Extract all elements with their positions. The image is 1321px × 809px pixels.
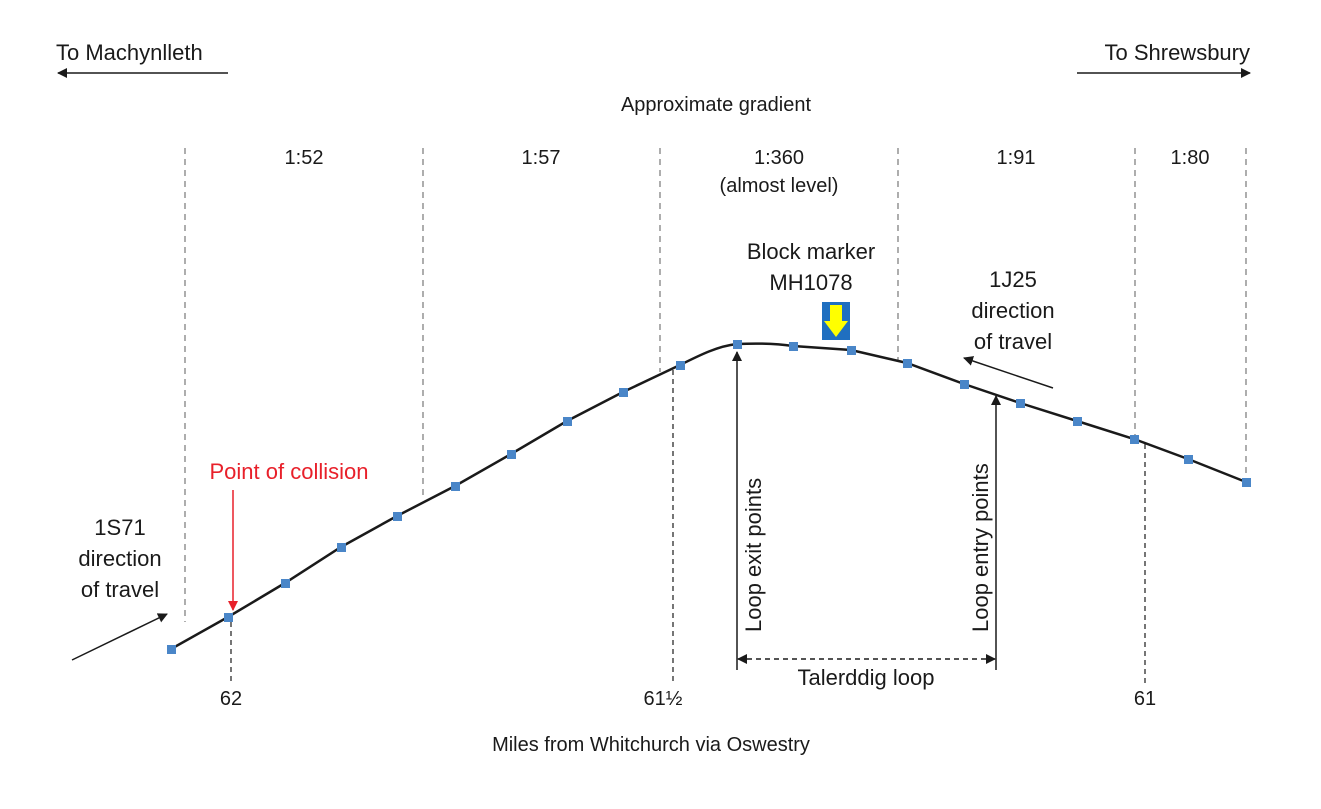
- profile-point: [676, 361, 685, 370]
- milepost-label: 61½: [644, 688, 683, 710]
- gradient-value: 1:57: [522, 147, 561, 169]
- train-1s71-label: direction: [78, 546, 161, 571]
- profile-point: [337, 543, 346, 552]
- profile-point: [789, 342, 798, 351]
- block-marker-label: Block marker: [747, 239, 875, 264]
- profile-point: [1242, 478, 1251, 487]
- loop-exit-label: Loop exit points: [741, 478, 766, 632]
- profile-point: [1130, 435, 1139, 444]
- train-1j25-arrow: [963, 356, 1054, 389]
- profile-point: [167, 645, 176, 654]
- loop-name-label: Talerddig loop: [798, 665, 935, 690]
- profile-point: [960, 380, 969, 389]
- x-axis-label: Miles from Whitchurch via Oswestry: [492, 734, 810, 756]
- train-1s71-label: of travel: [81, 577, 159, 602]
- direction-label-machynlleth: To Machynlleth: [56, 40, 203, 65]
- profile-point-markers: [167, 340, 1251, 654]
- gradient-boundaries: [184, 148, 1247, 622]
- train-1j25-label: 1J25: [989, 267, 1037, 292]
- milepost-label: 62: [220, 688, 242, 710]
- direction-label-shrewsbury: To Shrewsbury: [1104, 40, 1250, 65]
- collision-label: Point of collision: [210, 459, 369, 484]
- profile-point: [847, 346, 856, 355]
- milepost-ticks: [230, 370, 1146, 685]
- train-1s71-label: 1S71: [94, 515, 145, 540]
- profile-point: [393, 512, 402, 521]
- gradient-value: 1:91: [997, 147, 1036, 169]
- milepost-label: 61: [1134, 688, 1156, 710]
- profile-point: [903, 359, 912, 368]
- train-1j25-label: direction: [971, 298, 1054, 323]
- profile-point: [224, 613, 233, 622]
- profile-point: [281, 579, 290, 588]
- profile-point: [619, 388, 628, 397]
- profile-point: [733, 340, 742, 349]
- gradient-note: (almost level): [720, 175, 839, 197]
- profile-point: [1016, 399, 1025, 408]
- loop-entry-label: Loop entry points: [968, 463, 993, 632]
- block-marker-icon: [822, 302, 850, 340]
- profile-point: [1073, 417, 1082, 426]
- profile-point: [1184, 455, 1193, 464]
- train-1j25-label: of travel: [974, 329, 1052, 354]
- profile-point: [451, 482, 460, 491]
- gradient-value: 1:80: [1171, 147, 1210, 169]
- profile-point: [563, 417, 572, 426]
- gradient-value: 1:52: [285, 147, 324, 169]
- gradient-value: 1:360: [754, 147, 804, 169]
- profile-point: [507, 450, 516, 459]
- gradient-heading: Approximate gradient: [621, 94, 812, 116]
- block-marker-id: MH1078: [769, 270, 852, 295]
- track-profile-line: [170, 342, 1247, 651]
- train-1s71-arrow: [71, 613, 168, 661]
